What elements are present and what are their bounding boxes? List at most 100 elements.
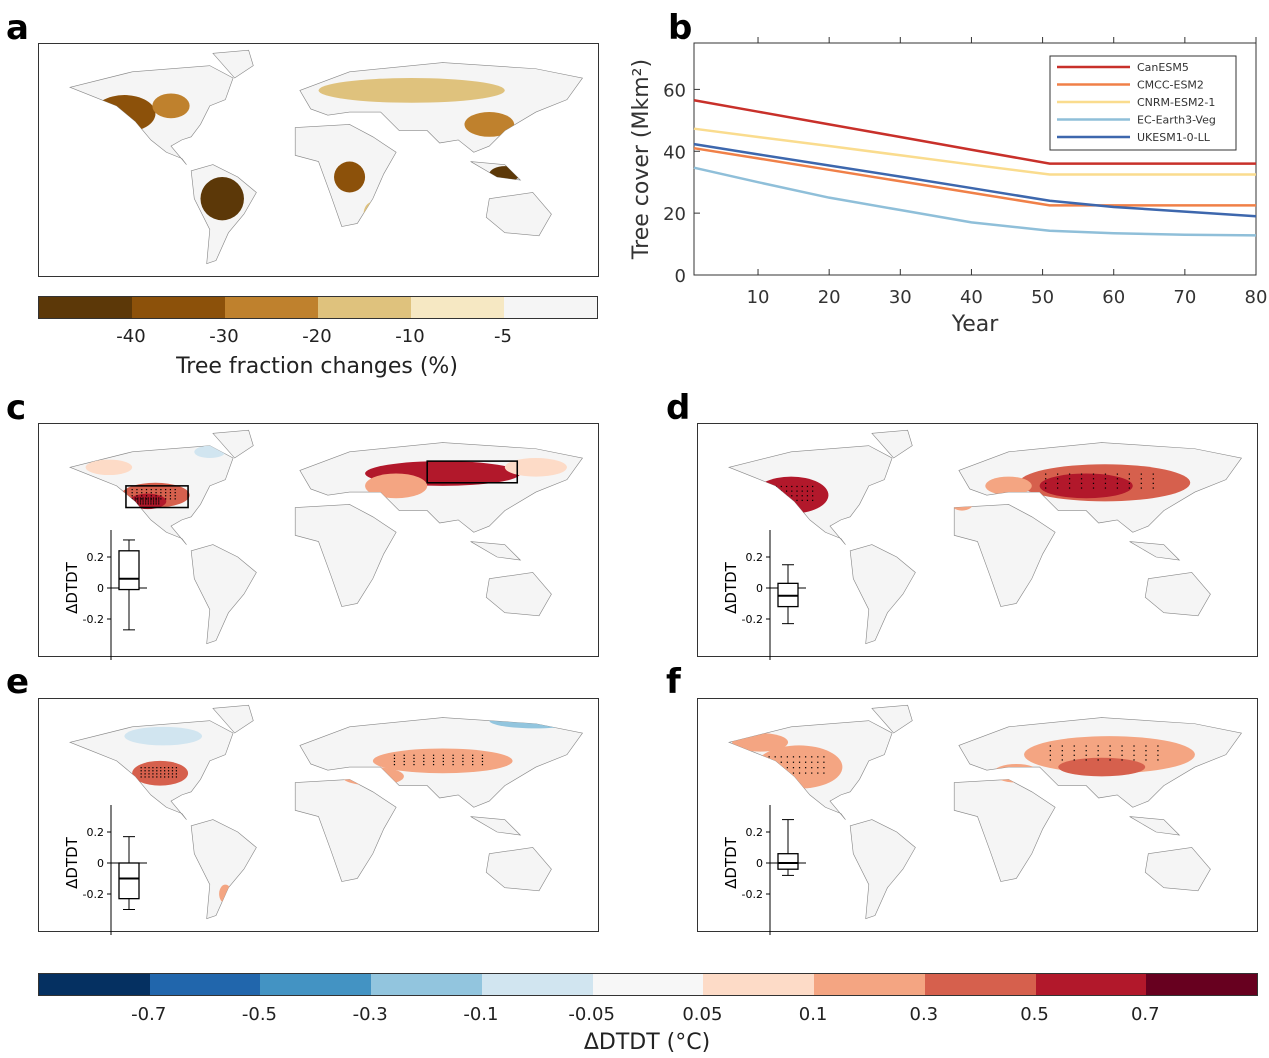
legend-label: CanESM5 — [1137, 61, 1189, 74]
significance-dot — [1097, 759, 1099, 761]
significance-dot — [786, 772, 788, 774]
significance-dot — [792, 767, 795, 769]
legend: CanESM5 CMCC-ESM2 CNRM-ESM2-1 EC-Earth3-Veg… — [1049, 55, 1237, 151]
significance-dot — [462, 757, 464, 760]
significance-dot — [144, 767, 146, 769]
colorbar-tick-label: -0.5 — [241, 1004, 278, 1025]
significance-dot — [145, 503, 147, 505]
significance-dot — [792, 761, 795, 763]
significance-dot — [1133, 745, 1135, 747]
significance-dot — [413, 757, 415, 760]
significance-dot — [806, 485, 809, 488]
significance-dot — [770, 485, 772, 488]
x-tick-label: 20 — [818, 287, 841, 308]
significance-dot — [423, 760, 425, 763]
significance-dot — [792, 756, 795, 758]
series-line-CNRM-ESM2-1 — [693, 127, 1256, 176]
x-tick-label: 70 — [1173, 287, 1196, 308]
significance-dot — [1061, 759, 1063, 761]
significance-dot — [1145, 745, 1147, 747]
significance-dot — [1061, 750, 1063, 752]
colorbar-tick-label: 0.1 — [798, 1004, 828, 1025]
significance-dot — [786, 767, 788, 769]
significance-dot — [791, 490, 793, 492]
significance-dot — [432, 754, 435, 756]
significance-dot — [167, 776, 170, 778]
land-area — [485, 572, 552, 617]
land-area — [190, 819, 257, 920]
significance-dot — [481, 757, 484, 760]
significance-dot — [156, 773, 158, 775]
significance-dot — [169, 492, 172, 494]
y-axis-label: Tree cover (Mkm²) — [629, 59, 654, 260]
significance-dot — [1121, 754, 1123, 756]
significance-dot — [1068, 473, 1071, 475]
land-area — [485, 847, 552, 892]
significance-dot — [147, 501, 149, 503]
significance-dot — [1057, 487, 1059, 489]
significance-dot — [780, 772, 782, 774]
significance-dot — [171, 773, 174, 775]
map-anomaly-region — [194, 445, 226, 459]
boxplot-box — [777, 853, 799, 870]
significance-dot — [768, 772, 770, 774]
land-area — [849, 544, 916, 645]
significance-dot — [155, 498, 157, 500]
boxplot-tick-label: -0.2 — [742, 888, 763, 901]
significance-dot — [817, 772, 819, 774]
significance-dot — [1104, 473, 1107, 475]
significance-dot — [164, 773, 166, 775]
colorbar-segment — [149, 974, 261, 995]
significance-dot — [1045, 473, 1047, 475]
colorbar-tick-label: -0.05 — [568, 1004, 615, 1025]
map-anomaly-region — [489, 166, 521, 182]
legend-label: EC-Earth3-Veg — [1137, 114, 1216, 127]
significance-dot — [823, 761, 825, 763]
series-line-CMCC-ESM2 — [693, 146, 1256, 207]
significance-dot — [393, 757, 396, 760]
significance-dot — [413, 754, 415, 756]
significance-dot — [131, 495, 133, 497]
significance-dot — [148, 770, 150, 772]
significance-dot — [811, 761, 813, 763]
significance-dot — [811, 767, 813, 769]
map-panel-f: 0.2 0 -0.2 ΔDTDT — [697, 698, 1258, 935]
significance-dot — [812, 495, 814, 497]
significance-dot — [481, 760, 484, 763]
significance-dot — [1061, 745, 1063, 747]
significance-dot — [775, 490, 777, 492]
significance-dot — [1073, 754, 1075, 756]
significance-dot — [805, 761, 807, 763]
colorbar-tick-label: 0.3 — [909, 1004, 939, 1025]
map-anomaly-region — [489, 712, 583, 729]
land-area — [1129, 541, 1181, 561]
significance-dot — [805, 772, 807, 774]
significance-dot — [768, 761, 770, 763]
boxplot-tick-label: 0.2 — [746, 551, 764, 564]
significance-dot — [770, 499, 772, 502]
significance-dot — [811, 772, 813, 774]
colorbar-tick-label: -0.3 — [352, 1004, 388, 1025]
significance-dot — [1045, 482, 1047, 485]
significance-dot — [1073, 750, 1075, 752]
line-chart-tree-cover: 10 20 30 40 50 60 70 80 0 20 40 60 Year Tree cover (M… — [629, 37, 1267, 337]
colorbar-tick-label: -30 — [209, 326, 239, 347]
map-anomaly-region — [132, 760, 189, 786]
significance-dot — [174, 498, 176, 500]
significance-dot — [780, 767, 782, 769]
panel-label-d: d — [666, 388, 691, 428]
significance-dot — [145, 495, 148, 497]
significance-dot — [1085, 745, 1087, 747]
significance-dot — [796, 485, 798, 488]
significance-dot — [1121, 750, 1123, 752]
significance-dot — [167, 770, 170, 772]
significance-dot — [175, 773, 178, 775]
significance-dot — [175, 767, 178, 769]
significance-dot — [156, 770, 158, 772]
significance-dot — [472, 757, 474, 760]
significance-dot — [770, 495, 772, 497]
significance-dot — [156, 776, 158, 778]
colorbar-segment — [371, 974, 482, 995]
